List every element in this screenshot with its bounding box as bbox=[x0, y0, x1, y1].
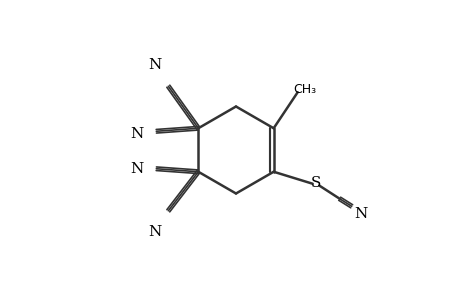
Text: N: N bbox=[353, 207, 366, 221]
Text: N: N bbox=[148, 225, 161, 239]
Text: N: N bbox=[130, 127, 143, 141]
Text: S: S bbox=[310, 176, 321, 190]
Text: N: N bbox=[148, 58, 161, 72]
Text: CH₃: CH₃ bbox=[293, 83, 316, 96]
Text: N: N bbox=[130, 162, 143, 176]
